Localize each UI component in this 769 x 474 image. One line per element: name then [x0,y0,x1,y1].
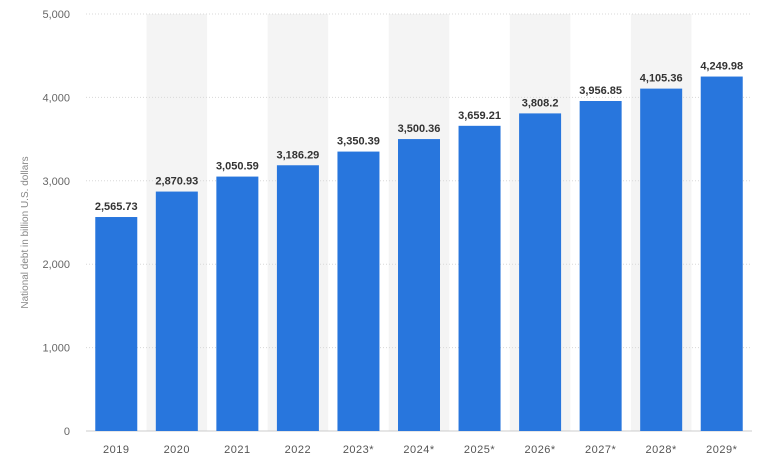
data-labels: 2,565.73 2,870.93 3,050.59 3,186.29 3,350.39… [95,61,743,213]
x-tick-label: 2027* [585,444,616,456]
bar[interactable] [95,217,138,431]
y-axis-ticks: 0 1,000 2,000 3,000 4,000 5,000 [42,9,70,438]
data-label: 3,500.36 [398,123,441,135]
x-tick-label: 2026* [524,444,555,456]
y-tick-label: 3,000 [42,176,70,188]
bar[interactable] [579,100,622,431]
y-tick-label: 2,000 [42,259,70,271]
x-tick-label: 2028* [646,444,677,456]
x-tick-label: 2025* [464,444,495,456]
data-label: 3,808.2 [522,97,559,109]
data-label: 3,186.29 [276,149,319,161]
data-label: 3,956.85 [579,85,622,97]
data-label: 3,050.59 [216,161,259,173]
bar[interactable] [700,76,743,431]
bar[interactable] [640,88,683,431]
bar[interactable] [276,165,319,431]
x-tick-label: 2019 [103,444,129,456]
x-axis-ticks: 2019 2020 2021 2022 2023* 2024* 2025* 2026* 2027… [103,444,737,456]
bar[interactable] [155,191,198,431]
bar[interactable] [216,176,259,431]
data-label: 3,659.21 [458,110,501,122]
bar[interactable] [458,125,501,431]
data-label: 3,350.39 [337,136,380,148]
y-tick-label: 4,000 [42,92,70,104]
bars [95,76,743,432]
y-tick-label: 1,000 [42,343,70,355]
data-label: 2,565.73 [95,201,138,213]
bar[interactable] [398,139,440,431]
y-tick-label: 5,000 [42,9,70,21]
y-axis-title: National debt in billion U.S. dollars [20,156,31,308]
x-tick-label: 2024* [403,444,434,456]
x-tick-label: 2029* [706,444,737,456]
x-tick-label: 2020 [164,444,190,456]
data-label: 4,249.98 [700,61,743,73]
data-label: 4,105.36 [640,73,683,85]
x-tick-label: 2022 [285,444,311,456]
x-tick-label: 2021 [224,444,250,456]
data-label: 2,870.93 [155,176,198,188]
bar[interactable] [337,151,380,432]
bar[interactable] [519,113,562,431]
x-tick-label: 2023* [343,444,374,456]
y-tick-label: 0 [64,426,70,438]
